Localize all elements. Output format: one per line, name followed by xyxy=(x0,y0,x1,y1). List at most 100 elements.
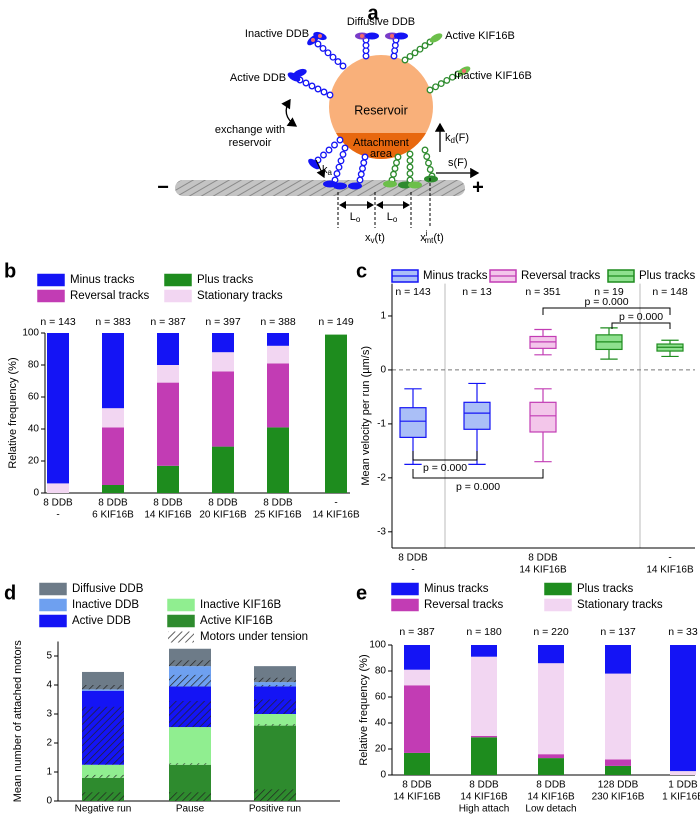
x-tick-label: High attach xyxy=(459,804,510,815)
x-tick-label: 8 DDB xyxy=(208,498,238,509)
bar-segment xyxy=(212,352,234,372)
motor-stalk xyxy=(423,153,431,160)
legend-swatch xyxy=(37,273,65,287)
x-tick-label: Pause xyxy=(176,804,205,815)
ka-arrow xyxy=(315,159,326,179)
bar-segment xyxy=(471,737,497,775)
n-label: n = 143 xyxy=(395,286,430,298)
bar-segment xyxy=(169,727,211,765)
legend-label: Reversal tracks xyxy=(70,290,149,302)
motor-stalk xyxy=(334,58,342,66)
n-label: n = 180 xyxy=(466,626,501,638)
n-label: n = 33 xyxy=(668,626,698,638)
n-label: n = 388 xyxy=(260,316,295,328)
legend-swatch xyxy=(168,631,194,643)
bar-segment xyxy=(605,765,631,775)
motor-head xyxy=(287,72,301,82)
motor-stalk xyxy=(339,62,347,70)
p-value: p = 0.000 xyxy=(584,296,628,308)
motor-stalk xyxy=(390,170,397,178)
motor-head xyxy=(424,175,438,183)
y-tick-label: 60 xyxy=(375,692,387,703)
diagram-label: Lo xyxy=(350,211,361,224)
x-tick-label: 14 KIF16B xyxy=(393,792,441,803)
motor-stalk xyxy=(333,170,341,178)
tension-hatch xyxy=(82,774,124,778)
legend-label: Minus tracks xyxy=(424,583,489,595)
motor-stalk xyxy=(426,86,434,94)
significance-bracket xyxy=(542,307,671,315)
bar-segment xyxy=(82,689,124,691)
motor-stalk xyxy=(421,146,429,154)
legend-label: Plus tracks xyxy=(639,270,695,282)
motor-stalk xyxy=(394,153,402,161)
motor-stalk xyxy=(326,91,334,99)
x-tick-label: 1 KIF16B xyxy=(662,792,700,803)
x-tick-label: 14 KIF16B xyxy=(312,510,360,521)
bar-segment xyxy=(325,334,347,493)
bar-segment xyxy=(212,333,234,353)
panel-label: c xyxy=(356,260,367,282)
x-tick-label: - xyxy=(668,553,671,564)
legend-swatch xyxy=(39,582,67,596)
legend-swatch xyxy=(167,614,195,628)
motor-head xyxy=(365,32,379,40)
y-tick-label: 0 xyxy=(380,770,386,781)
motor-stalk xyxy=(411,49,419,57)
n-label: n = 137 xyxy=(600,626,635,638)
label-part: o xyxy=(356,215,361,224)
label-part: (t) xyxy=(433,232,443,244)
diagram-label: Active DDB xyxy=(230,72,286,84)
diagram-label: exchange with xyxy=(215,124,285,136)
label-part: v xyxy=(371,236,375,245)
motor-stalk xyxy=(406,163,414,171)
tension-hatch xyxy=(254,789,296,801)
motor-stalk xyxy=(357,170,365,178)
legend-label: Inactive KIF16B xyxy=(200,599,282,611)
n-label: n = 149 xyxy=(318,316,353,328)
motor-stalk xyxy=(421,42,429,50)
x-tick-label: 8 DDB xyxy=(43,498,73,509)
motor-stalk xyxy=(336,136,344,144)
motor-stalk xyxy=(339,150,347,158)
legend-label: Reversal tracks xyxy=(424,599,503,611)
bar-segment xyxy=(254,714,296,726)
y-tick-label: 0 xyxy=(380,365,386,376)
label-part: k xyxy=(445,132,451,144)
legend-label: Reversal tracks xyxy=(521,270,600,282)
x-tick-label: 14 KIF16B xyxy=(460,792,508,803)
box xyxy=(399,407,427,438)
motor-stalk xyxy=(401,56,409,64)
x-tick-label: - xyxy=(334,498,337,509)
legend-label: Inactive DDB xyxy=(72,599,139,611)
panel-label: b xyxy=(4,260,16,282)
legend-swatch xyxy=(37,289,65,303)
y-tick-label: 1 xyxy=(380,311,386,322)
bar-segment xyxy=(82,764,124,778)
motor-stalk xyxy=(360,159,368,167)
significance-bracket xyxy=(412,469,544,479)
x-tick-label: 8 DDB xyxy=(263,498,293,509)
bar-segment xyxy=(254,725,296,801)
motor-head xyxy=(348,182,362,190)
y-tick-label: 20 xyxy=(28,456,40,467)
y-tick-label: 100 xyxy=(369,640,386,651)
bar-segment xyxy=(254,682,296,687)
n-label: n = 143 xyxy=(40,316,75,328)
motor-stalk xyxy=(426,166,434,173)
x-tick-label: Negative run xyxy=(75,804,132,815)
significance-bracket xyxy=(412,451,478,461)
bar-segment xyxy=(538,663,564,755)
diagram-label: Lo xyxy=(387,211,398,224)
tension-hatch xyxy=(169,700,211,728)
box xyxy=(463,401,491,430)
legend-label: Motors under tension xyxy=(200,631,308,643)
bar-segment xyxy=(267,333,289,346)
legend-label: Plus tracks xyxy=(577,583,633,595)
tension-hatch xyxy=(82,685,124,690)
label-part: k xyxy=(322,164,328,176)
motor-head xyxy=(394,32,408,40)
bar-segment xyxy=(404,752,430,775)
motor-stalk xyxy=(324,49,332,57)
